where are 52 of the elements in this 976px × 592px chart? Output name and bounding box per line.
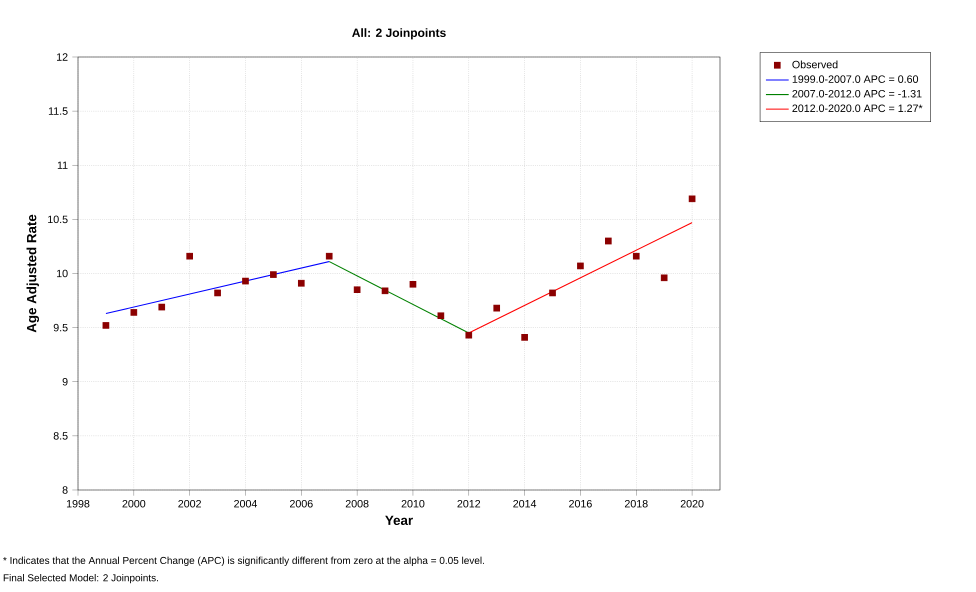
point <box>632 252 640 260</box>
y-tick-label: 10 <box>57 270 68 278</box>
point <box>186 252 193 260</box>
y-axis-title: Age Adjusted Rate <box>26 214 40 332</box>
point <box>158 304 166 310</box>
point <box>660 274 668 282</box>
point <box>382 287 388 294</box>
x-tick-label: 2010 <box>402 500 424 508</box>
x-tick-label: 1998 <box>66 500 90 508</box>
point <box>354 286 360 294</box>
y-tick-label: 11.5 <box>48 107 68 115</box>
y-tick-label: 12 <box>57 53 68 61</box>
x-tick-label: 2012 <box>457 500 480 508</box>
legend-label: 1999.0-2007.0 APC = 0.60 <box>792 75 918 83</box>
legend-label: 2007.0-2012.0 APC = -1.31 <box>792 90 922 98</box>
y-tick-label: 11 <box>58 162 68 169</box>
y-tick-label: 9.5 <box>54 324 68 332</box>
x-axis-title: Year <box>385 516 413 526</box>
point <box>410 280 416 288</box>
point <box>577 262 584 270</box>
point <box>242 278 249 284</box>
y-tick-label: 10.5 <box>48 216 68 224</box>
y-tick-label: 8 <box>62 486 68 494</box>
point <box>438 312 444 320</box>
point <box>326 252 333 260</box>
y-tick-label: 9 <box>62 378 68 386</box>
chart-title: All: 2 Joinpoints <box>352 28 446 40</box>
point <box>102 322 110 329</box>
text: * Indicates that the Annual Percent Change (APC) is significantly different from zero at the alpha = 0.05 level. <box>3 556 484 566</box>
point <box>298 280 305 287</box>
text: Final Selected Model: 2 Joinpoints. <box>4 574 158 584</box>
x-tick-label: 2014 <box>513 500 536 508</box>
point <box>465 332 472 339</box>
point <box>214 290 221 296</box>
x-tick-label: 2020 <box>680 500 704 508</box>
point <box>688 195 696 202</box>
point <box>521 334 528 341</box>
x-tick-label: 2004 <box>234 500 258 508</box>
legend-label: 2012.0-2020.0 APC = 1.27* <box>792 104 922 112</box>
legend-label: Observed <box>792 60 838 68</box>
x-tick-label: 2008 <box>346 500 369 508</box>
x-tick-label: 2006 <box>290 500 313 508</box>
y-tick-label: 8.5 <box>54 432 68 440</box>
x-tick-label: 2016 <box>569 500 592 508</box>
x-tick-label: 2002 <box>178 500 201 508</box>
point <box>270 271 277 278</box>
point <box>130 309 138 316</box>
x-tick-label: 2018 <box>624 500 648 508</box>
point <box>549 290 556 296</box>
x-tick-label: 2000 <box>122 500 146 508</box>
point <box>605 238 612 244</box>
point <box>493 304 500 312</box>
